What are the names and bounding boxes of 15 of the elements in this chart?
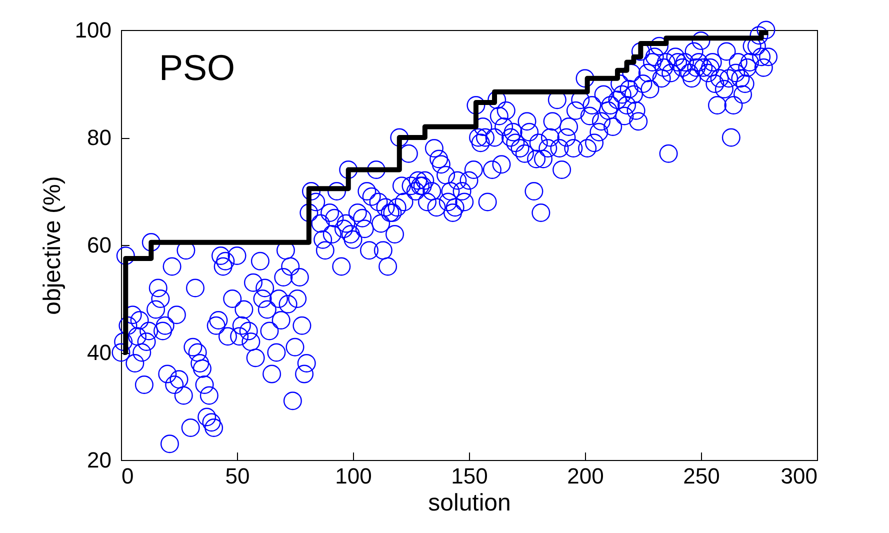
y-tick-label: 60	[87, 232, 112, 258]
y-tick-label: 20	[87, 448, 112, 472]
x-tick-label: 100	[335, 464, 372, 488]
x-tick-label: 50	[225, 464, 250, 488]
x-tick-label: 150	[451, 464, 488, 488]
annotation: PSO	[159, 47, 236, 88]
y-tick-label: 100	[74, 18, 112, 42]
x-tick-label: 200	[567, 464, 604, 488]
x-tick-label: 0	[122, 464, 134, 488]
y-axis-title: objective (%)	[38, 176, 66, 315]
x-tick-label: 250	[683, 464, 720, 488]
x-axis-title: solution	[428, 490, 511, 516]
y-tick-label: 80	[87, 125, 112, 150]
x-tick-label: 300	[780, 464, 818, 488]
y-tick-label: 40	[87, 340, 112, 365]
